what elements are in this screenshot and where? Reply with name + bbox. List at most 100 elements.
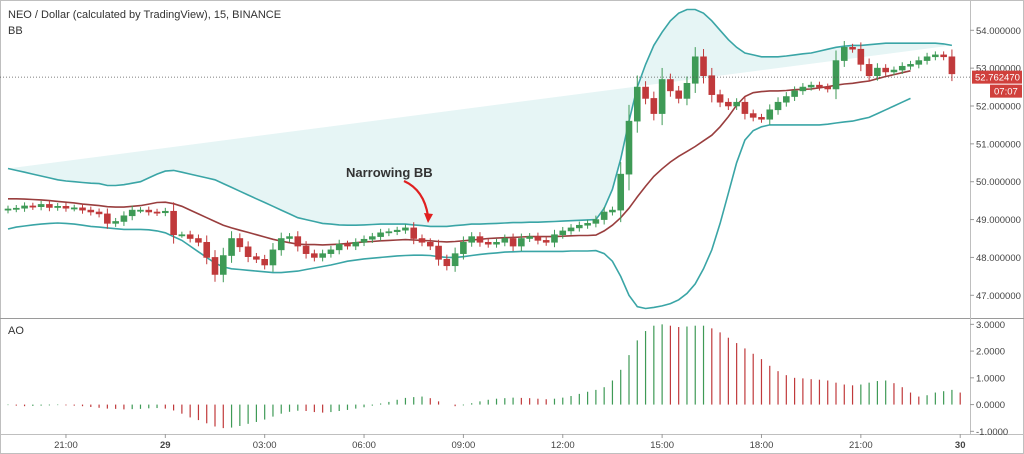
candle-body [799,86,807,92]
annotation-arrow-head [424,213,433,223]
candle-body [932,54,939,58]
candle-body [791,90,798,97]
candle [319,249,326,262]
candle [865,58,873,82]
candle [302,241,310,259]
candle [435,239,442,266]
candle-body [311,253,318,258]
candle-body [402,227,409,231]
candle [4,205,12,214]
candle-body [617,173,625,211]
candle [211,250,219,282]
time-tick-label: 06:00 [352,440,376,451]
candle [460,236,467,260]
candle [269,243,277,272]
candle [890,66,898,76]
time-tick-label: 18:00 [750,440,774,451]
candle [898,62,906,75]
candle [691,47,699,93]
time-tick-label: 30 [955,440,966,451]
candle-body [269,249,277,266]
annotation-arrow-line [403,179,430,217]
candle-body [112,221,119,224]
ao-tick-label: 1.0000 [976,373,1005,384]
candle [186,230,194,243]
candle-body [29,205,37,208]
ao-histogram [7,324,961,429]
candle-body [377,232,384,237]
candle-body [493,241,500,245]
candle-body [219,255,227,275]
candle-body [70,207,78,210]
candle-body [451,253,459,267]
candle-body [236,238,244,248]
candle [857,42,865,72]
candle [832,50,840,100]
candle [807,81,815,91]
candle [418,234,426,247]
bb-indicator-label[interactable]: BB [8,25,23,37]
price-axis[interactable]: 47.000000 48.000000 49.000000 50.000000 51.0… [970,26,1021,302]
candle-body [319,253,326,258]
candle-body [261,259,268,266]
candle [46,200,53,212]
candle [667,73,674,97]
time-tick-label: 12:00 [551,440,575,451]
candle [70,204,78,212]
candle [799,83,807,95]
candle [700,49,707,84]
candle [542,236,550,246]
candle [29,202,37,210]
candle [708,67,716,103]
candle-body [460,241,467,254]
candle-body [749,113,757,118]
candle-body [849,47,856,50]
candle-body [940,54,947,58]
candle [393,226,401,236]
candle [360,235,368,247]
candle-body [410,227,418,239]
candle-body [832,60,840,90]
candle [493,238,500,248]
candle-body [576,224,583,229]
candle [576,221,583,232]
candle [774,97,782,115]
candle [766,104,774,125]
candle-body [46,204,53,208]
candle [758,113,765,123]
candle-body [840,47,848,61]
candle-body [203,241,211,258]
candle-body [170,210,177,236]
candle-body [12,207,20,210]
candle-body [178,234,186,237]
time-axis[interactable]: 21:00 29 03:00 06:00 09:00 12:00 15:00 18:00 21:… [54,434,965,451]
candle-body [476,236,484,243]
candle [244,241,252,263]
candle-body [443,259,451,267]
candle [451,247,459,272]
candle-body [302,245,310,254]
ao-tick-label: 2.0000 [976,347,1005,358]
candle [402,224,409,234]
band-lower-line [7,97,911,310]
candle [923,52,931,65]
candle [551,229,558,248]
candle [468,232,475,247]
candle-body [426,241,434,247]
candle [567,224,575,235]
candle [518,233,525,251]
candle-body [559,230,567,236]
candle [849,43,856,53]
candle-body [609,209,616,213]
candle [509,233,517,251]
candle-body [186,234,194,239]
candle [153,208,161,216]
candle-body [700,56,707,77]
ao-indicator-label[interactable]: AO [8,325,24,337]
ao-axis[interactable]: 3.0000 2.0000 1.0000 0.0000 -1.0000 [970,320,1008,438]
candle-body [4,208,12,211]
candle [253,252,260,264]
candle [311,249,318,262]
candle [915,56,923,69]
candle-body [675,90,682,99]
